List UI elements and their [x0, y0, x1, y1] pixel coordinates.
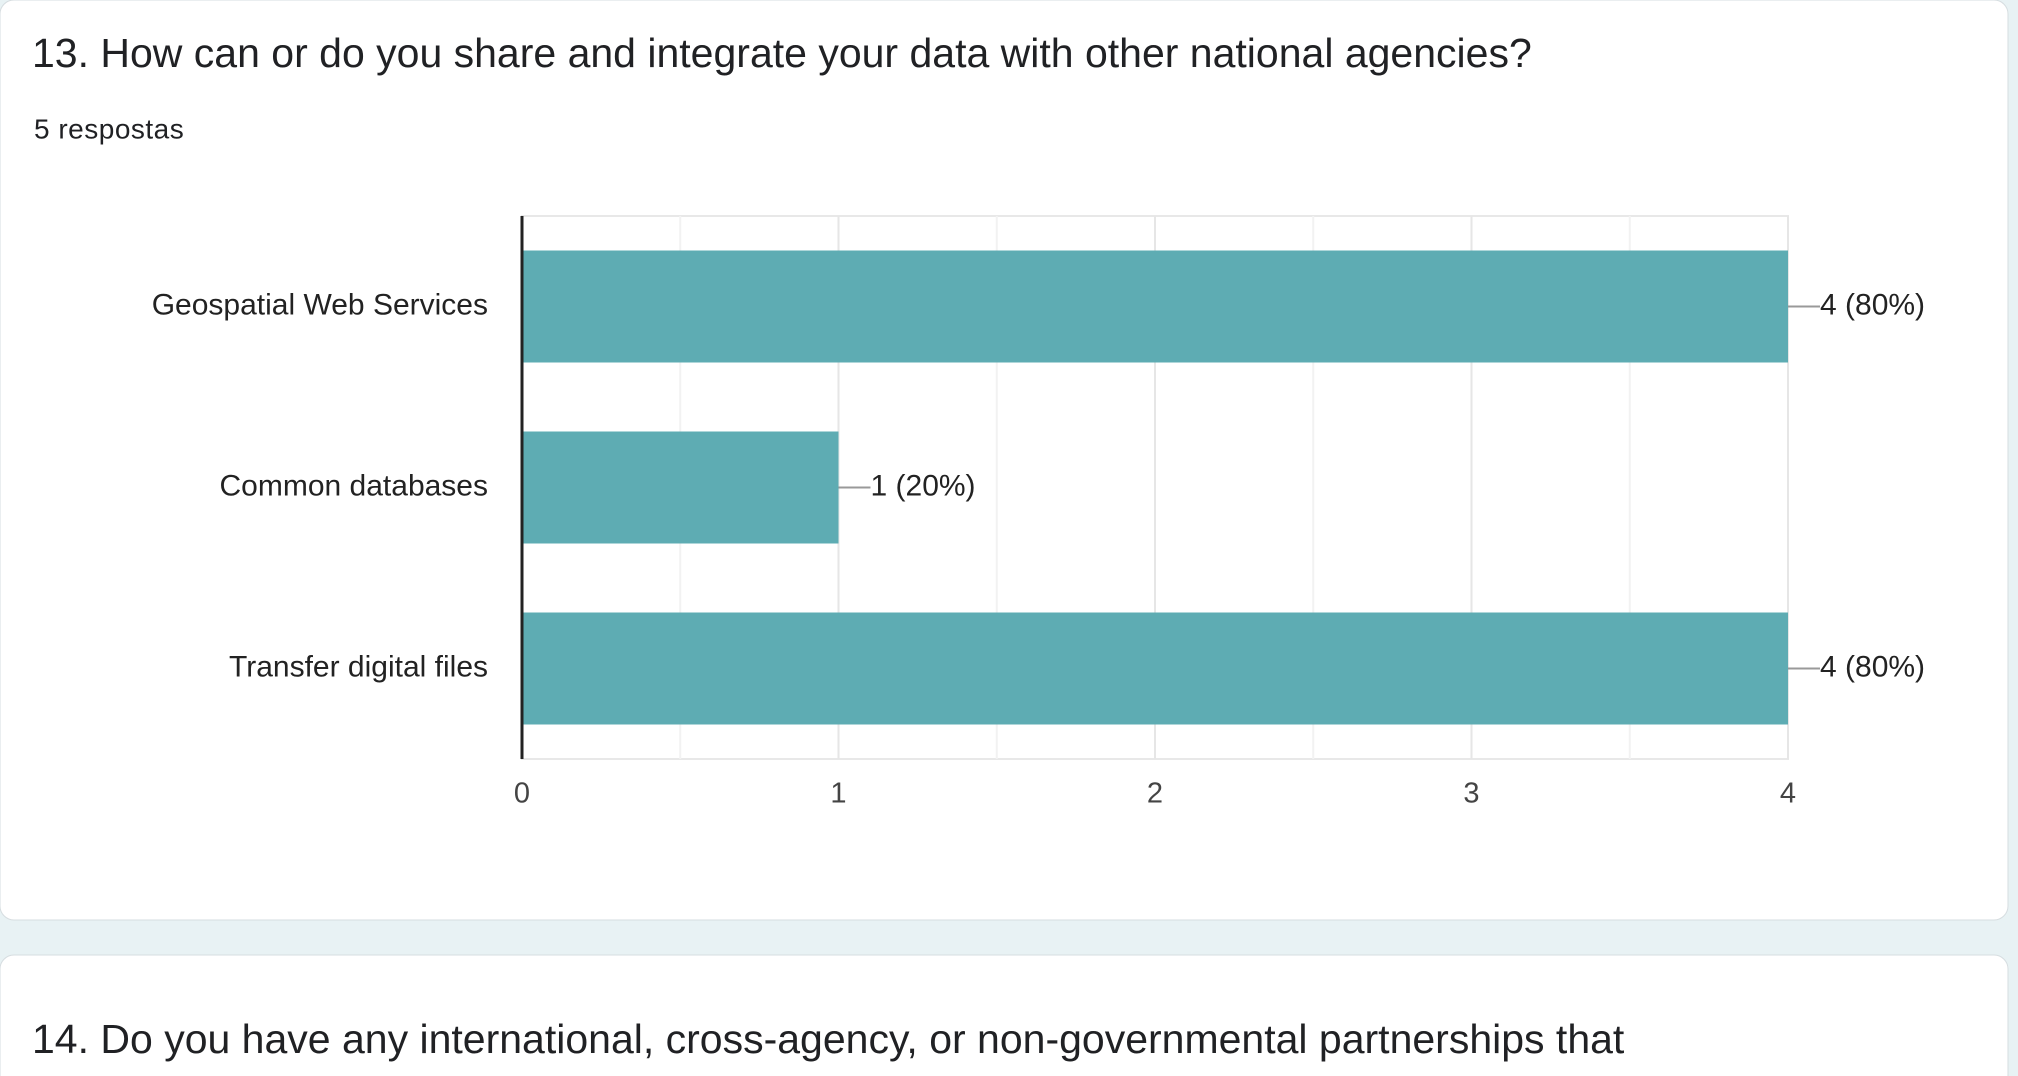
question-title: 14. Do you have any international, cross…	[32, 1016, 1625, 1062]
category-label: Transfer digital files	[229, 650, 488, 683]
category-label: Geospatial Web Services	[152, 288, 488, 321]
card	[0, 0, 2009, 921]
response-count: 5 respostas	[34, 113, 184, 144]
x-tick-label: 0	[514, 778, 530, 810]
bar	[522, 612, 1788, 725]
bar	[522, 431, 839, 544]
x-tick-label: 4	[1780, 778, 1796, 810]
value-label: 1 (20%)	[871, 469, 976, 502]
x-tick-label: 2	[1147, 778, 1163, 810]
x-tick-label: 1	[830, 778, 846, 810]
question-title: 13. How can or do you share and integrat…	[32, 30, 1532, 76]
category-label: Common databases	[220, 469, 488, 502]
x-tick-label: 3	[1463, 778, 1479, 810]
value-label: 4 (80%)	[1820, 650, 1925, 683]
card	[0, 954, 2009, 1076]
bar	[522, 250, 1788, 363]
value-label: 4 (80%)	[1820, 288, 1925, 321]
